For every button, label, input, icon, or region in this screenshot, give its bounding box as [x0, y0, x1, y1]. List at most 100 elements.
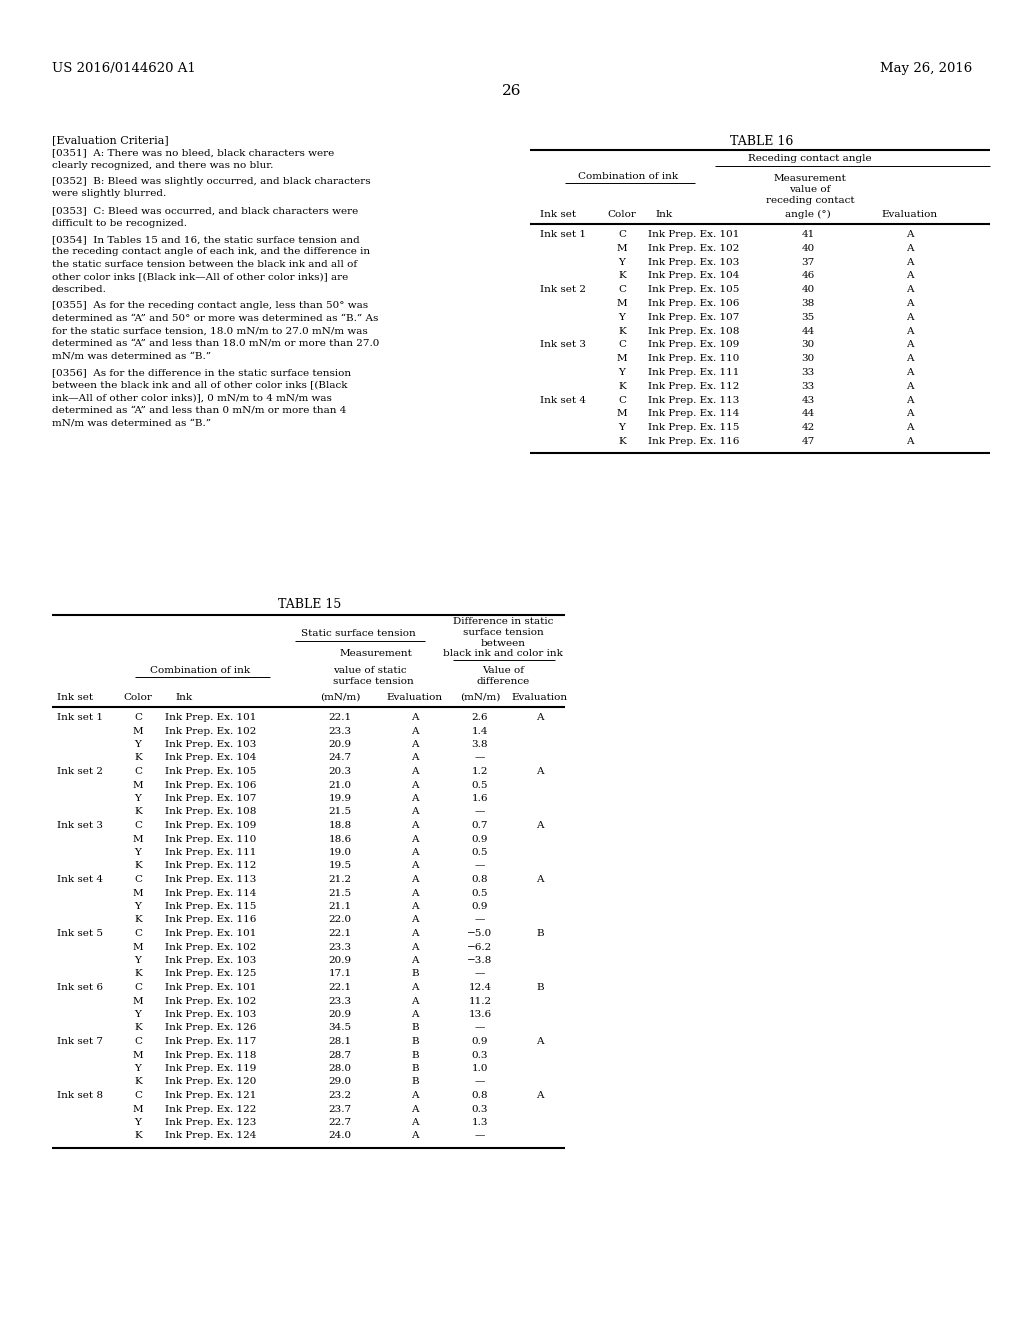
Text: Ink Prep. Ex. 110: Ink Prep. Ex. 110: [165, 834, 256, 843]
Text: mN/m was determined as “B.”: mN/m was determined as “B.”: [52, 418, 211, 426]
Text: Ink Prep. Ex. 111: Ink Prep. Ex. 111: [648, 368, 739, 378]
Text: M: M: [616, 409, 628, 418]
Text: 23.3: 23.3: [329, 942, 351, 952]
Text: Ink Prep. Ex. 102: Ink Prep. Ex. 102: [165, 726, 256, 735]
Text: Ink Prep. Ex. 115: Ink Prep. Ex. 115: [648, 424, 739, 432]
Text: 24.7: 24.7: [329, 754, 351, 763]
Text: 40: 40: [802, 285, 815, 294]
Text: 13.6: 13.6: [468, 1010, 492, 1019]
Text: determined as “A” and 50° or more was determined as “B.” As: determined as “A” and 50° or more was de…: [52, 314, 379, 323]
Text: Ink Prep. Ex. 101: Ink Prep. Ex. 101: [165, 983, 256, 993]
Text: A: A: [906, 244, 913, 253]
Text: [0351]  A: There was no bleed, black characters were: [0351] A: There was no bleed, black char…: [52, 148, 334, 157]
Text: determined as “A” and less than 18.0 mN/m or more than 27.0: determined as “A” and less than 18.0 mN/…: [52, 339, 379, 348]
Text: were slightly blurred.: were slightly blurred.: [52, 190, 166, 198]
Text: A: A: [906, 313, 913, 322]
Text: 21.2: 21.2: [329, 875, 351, 884]
Text: M: M: [133, 942, 143, 952]
Text: A: A: [412, 780, 419, 789]
Text: Ink: Ink: [655, 210, 672, 219]
Text: K: K: [618, 326, 626, 335]
Text: Measurement: Measurement: [340, 649, 413, 657]
Text: 0.9: 0.9: [472, 1038, 488, 1045]
Text: 42: 42: [802, 424, 815, 432]
Text: Ink Prep. Ex. 116: Ink Prep. Ex. 116: [165, 916, 256, 924]
Text: 29.0: 29.0: [329, 1077, 351, 1086]
Text: 28.0: 28.0: [329, 1064, 351, 1073]
Text: 17.1: 17.1: [329, 969, 351, 978]
Text: Evaluation: Evaluation: [512, 693, 568, 702]
Text: mN/m was determined as “B.”: mN/m was determined as “B.”: [52, 351, 211, 360]
Text: Ink Prep. Ex. 103: Ink Prep. Ex. 103: [165, 1010, 256, 1019]
Text: Ink Prep. Ex. 102: Ink Prep. Ex. 102: [165, 942, 256, 952]
Text: 23.2: 23.2: [329, 1092, 351, 1100]
Text: Color: Color: [124, 693, 153, 702]
Text: Difference in static: Difference in static: [453, 616, 553, 626]
Text: 23.7: 23.7: [329, 1105, 351, 1114]
Text: 44: 44: [802, 326, 815, 335]
Text: the static surface tension between the black ink and all of: the static surface tension between the b…: [52, 260, 357, 269]
Text: A: A: [537, 1038, 544, 1045]
Text: —: —: [475, 969, 485, 978]
Text: A: A: [906, 257, 913, 267]
Text: 26: 26: [502, 84, 522, 98]
Text: 22.0: 22.0: [329, 916, 351, 924]
Text: Ink set 6: Ink set 6: [57, 983, 103, 993]
Text: A: A: [906, 381, 913, 391]
Text: K: K: [134, 1131, 142, 1140]
Text: Ink set: Ink set: [540, 210, 577, 219]
Text: C: C: [618, 230, 626, 239]
Text: Ink Prep. Ex. 114: Ink Prep. Ex. 114: [165, 888, 256, 898]
Text: [Evaluation Criteria]: [Evaluation Criteria]: [52, 135, 169, 145]
Text: Ink set 2: Ink set 2: [540, 285, 586, 294]
Text: Ink Prep. Ex. 108: Ink Prep. Ex. 108: [648, 326, 739, 335]
Text: 0.5: 0.5: [472, 780, 488, 789]
Text: 3.8: 3.8: [472, 741, 488, 748]
Text: Ink Prep. Ex. 126: Ink Prep. Ex. 126: [165, 1023, 256, 1032]
Text: C: C: [618, 341, 626, 350]
Text: 23.3: 23.3: [329, 726, 351, 735]
Text: 19.5: 19.5: [329, 862, 351, 870]
Text: 0.3: 0.3: [472, 1051, 488, 1060]
Text: 0.8: 0.8: [472, 1092, 488, 1100]
Text: 33: 33: [802, 381, 815, 391]
Text: −5.0: −5.0: [467, 929, 493, 939]
Text: M: M: [133, 780, 143, 789]
Text: Ink Prep. Ex. 103: Ink Prep. Ex. 103: [165, 956, 256, 965]
Text: —: —: [475, 808, 485, 817]
Text: —: —: [475, 862, 485, 870]
Text: A: A: [412, 956, 419, 965]
Text: Ink Prep. Ex. 117: Ink Prep. Ex. 117: [165, 1038, 256, 1045]
Text: C: C: [134, 983, 142, 993]
Text: value of: value of: [790, 185, 830, 194]
Text: (mN/m): (mN/m): [460, 693, 500, 702]
Text: Ink Prep. Ex. 109: Ink Prep. Ex. 109: [165, 821, 256, 830]
Text: 22.7: 22.7: [329, 1118, 351, 1127]
Text: Ink Prep. Ex. 113: Ink Prep. Ex. 113: [648, 396, 739, 405]
Text: A: A: [412, 741, 419, 748]
Text: Ink Prep. Ex. 104: Ink Prep. Ex. 104: [648, 272, 739, 280]
Text: Ink Prep. Ex. 105: Ink Prep. Ex. 105: [165, 767, 256, 776]
Text: A: A: [412, 1118, 419, 1127]
Text: C: C: [134, 1038, 142, 1045]
Text: Ink Prep. Ex. 101: Ink Prep. Ex. 101: [648, 230, 739, 239]
Text: [0356]  As for the difference in the static surface tension: [0356] As for the difference in the stat…: [52, 368, 351, 378]
Text: M: M: [133, 726, 143, 735]
Text: 22.1: 22.1: [329, 983, 351, 993]
Text: B: B: [412, 1077, 419, 1086]
Text: Ink Prep. Ex. 112: Ink Prep. Ex. 112: [165, 862, 256, 870]
Text: K: K: [134, 1023, 142, 1032]
Text: A: A: [906, 409, 913, 418]
Text: Ink Prep. Ex. 106: Ink Prep. Ex. 106: [648, 300, 739, 308]
Text: 0.9: 0.9: [472, 834, 488, 843]
Text: Ink Prep. Ex. 110: Ink Prep. Ex. 110: [648, 354, 739, 363]
Text: Y: Y: [618, 368, 626, 378]
Text: A: A: [906, 272, 913, 280]
Text: K: K: [134, 969, 142, 978]
Text: TABLE 15: TABLE 15: [279, 598, 342, 611]
Text: Ink Prep. Ex. 109: Ink Prep. Ex. 109: [648, 341, 739, 350]
Text: A: A: [412, 1105, 419, 1114]
Text: Y: Y: [134, 741, 141, 748]
Text: A: A: [412, 862, 419, 870]
Text: Ink Prep. Ex. 104: Ink Prep. Ex. 104: [165, 754, 256, 763]
